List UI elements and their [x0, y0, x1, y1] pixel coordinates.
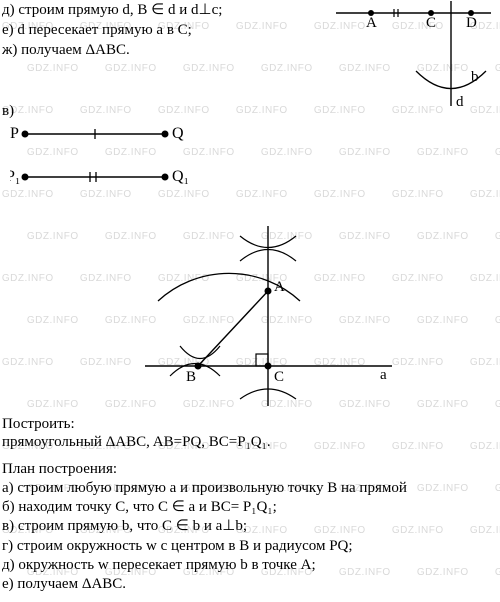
watermark-text: GDZ.INFO	[27, 315, 79, 326]
label-Q1: Q₁	[172, 168, 189, 185]
label-a2: a	[380, 367, 387, 383]
watermark-text: GDZ.INFO	[2, 357, 54, 368]
watermark-text: GDZ.INFO	[470, 525, 500, 536]
label-B2: B	[186, 369, 196, 385]
watermark-text: GDZ.INFO	[80, 105, 132, 116]
watermark-text: GDZ.INFO	[183, 63, 235, 74]
label-C2: C	[274, 369, 284, 385]
watermark-text: GDZ.INFO	[417, 399, 469, 410]
watermark-text: GDZ.INFO	[80, 273, 132, 284]
watermark-text: GDZ.INFO	[392, 189, 444, 200]
build-body: прямоугольный ΔABC, AB=PQ, BC=P₁Q₁.	[2, 434, 271, 451]
watermark-text: GDZ.INFO	[236, 189, 288, 200]
label-A2: A	[274, 279, 285, 295]
watermark-text: GDZ.INFO	[27, 63, 79, 74]
watermark-text: GDZ.INFO	[417, 567, 469, 578]
label-Q: Q	[172, 125, 184, 142]
plan-block: а) строим любую прямую a и произвольную …	[0, 479, 407, 594]
watermark-text: GDZ.INFO	[417, 315, 469, 326]
watermark-text: GDZ.INFO	[314, 189, 366, 200]
label-P: P	[10, 125, 19, 142]
watermark-text: GDZ.INFO	[417, 147, 469, 158]
plan-a: а) строим любую прямую a и произвольную …	[2, 479, 407, 498]
watermark-text: GDZ.INFO	[417, 231, 469, 242]
watermark-text: GDZ.INFO	[80, 357, 132, 368]
watermark-text: GDZ.INFO	[392, 441, 444, 452]
watermark-text: GDZ.INFO	[470, 273, 500, 284]
plan-b: б) находим точку C, что C ∈ a и BC= P₁Q₁…	[2, 498, 407, 517]
watermark-text: GDZ.INFO	[339, 147, 391, 158]
label-D: D	[466, 15, 477, 31]
watermark-text: GDZ.INFO	[495, 567, 500, 578]
watermark-text: GDZ.INFO	[495, 483, 500, 494]
figure-center: A B C a	[140, 221, 400, 411]
watermark-text: GDZ.INFO	[470, 357, 500, 368]
plan-header: План построения:	[2, 461, 117, 478]
content-root: д) строим прямую d, B ∈ d и d⊥c; е) d пе…	[0, 1, 500, 59]
watermark-text: GDZ.INFO	[470, 189, 500, 200]
figure-pq: P Q P₁ Q₁	[10, 119, 200, 199]
label-A: A	[366, 15, 377, 31]
plan-d: д) окружность w пересекает прямую b в то…	[2, 556, 407, 575]
watermark-text: GDZ.INFO	[495, 147, 500, 158]
label-d: d	[456, 94, 464, 110]
label-P1: P₁	[10, 168, 20, 185]
watermark-text: GDZ.INFO	[314, 441, 366, 452]
figure-top-right: A C D b d	[336, 1, 496, 111]
watermark-text: GDZ.INFO	[2, 273, 54, 284]
section-label-v: в)	[2, 103, 14, 120]
watermark-text: GDZ.INFO	[417, 483, 469, 494]
plan-e: е) получаем ΔABC.	[2, 575, 407, 594]
watermark-text: GDZ.INFO	[495, 231, 500, 242]
watermark-text: GDZ.INFO	[27, 231, 79, 242]
watermark-text: GDZ.INFO	[261, 147, 313, 158]
plan-g: г) строим окружность w с центром в B и р…	[2, 537, 407, 556]
watermark-text: GDZ.INFO	[495, 315, 500, 326]
watermark-text: GDZ.INFO	[158, 105, 210, 116]
watermark-text: GDZ.INFO	[261, 63, 313, 74]
watermark-text: GDZ.INFO	[470, 441, 500, 452]
plan-v: в) строим прямую b, что C ∈ b и a⊥b;	[2, 517, 407, 536]
watermark-text: GDZ.INFO	[236, 105, 288, 116]
build-header: Построить:	[2, 416, 75, 433]
label-C: C	[426, 15, 436, 31]
label-b: b	[471, 69, 479, 85]
watermark-text: GDZ.INFO	[495, 399, 500, 410]
watermark-text: GDZ.INFO	[27, 399, 79, 410]
watermark-text: GDZ.INFO	[105, 63, 157, 74]
